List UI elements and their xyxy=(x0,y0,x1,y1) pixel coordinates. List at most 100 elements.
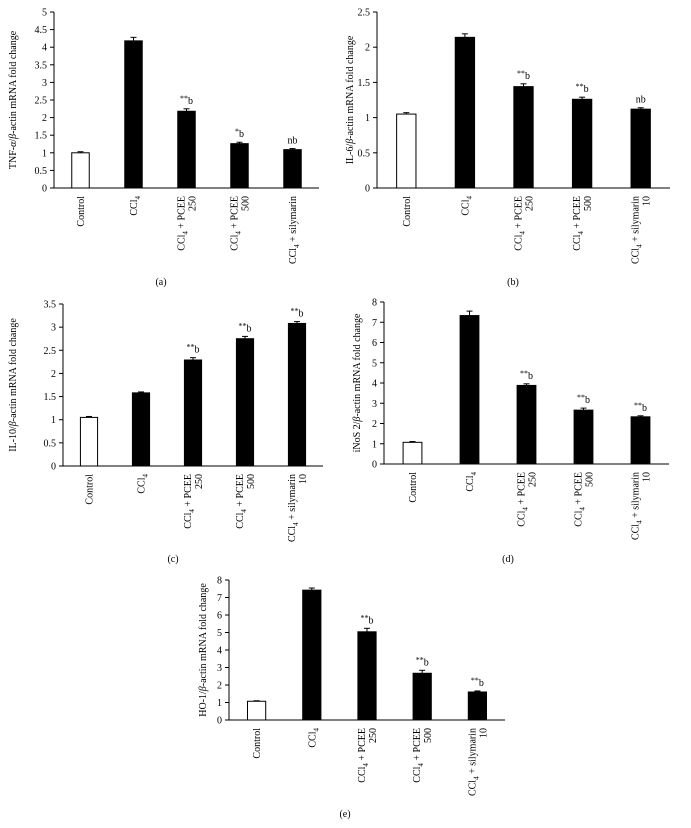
y-axis-title-part: -actin mRNA fold change xyxy=(8,30,19,134)
y-tick-label: 2 xyxy=(217,681,222,692)
x-tick-label-subscript: 4 xyxy=(522,507,530,511)
y-axis-title-part: iNoS 2/ xyxy=(352,421,363,452)
significance-stars: ** xyxy=(577,393,585,402)
significance-label: nb xyxy=(288,136,298,147)
x-tick-label-text: 500 xyxy=(423,728,434,743)
significance-letter: b xyxy=(195,345,200,356)
y-tick-label: 0 xyxy=(372,460,377,471)
significance-letter: b xyxy=(424,657,429,668)
x-tick-label-subscript: 4 xyxy=(417,763,425,767)
significance-label: **b xyxy=(577,393,590,406)
y-axis-title: HO-1/β-actin mRNA fold change xyxy=(198,583,209,717)
y-tick-label: 2 xyxy=(365,43,370,54)
x-tick-label-text: 500 xyxy=(246,474,257,489)
y-tick-label: 7 xyxy=(372,318,377,329)
y-axis-title-part: β xyxy=(8,134,19,140)
y-axis-title: IL-10/β-actin mRNA fold change xyxy=(8,318,19,452)
y-tick-label: 0 xyxy=(217,716,222,727)
x-tick-label-text: CCl xyxy=(460,199,471,215)
x-tick-label: CCl4 + silymarin xyxy=(631,472,644,540)
y-tick-label: 3.5 xyxy=(35,60,48,71)
y-tick-label: 1 xyxy=(217,698,222,709)
significance-letter: b xyxy=(528,371,533,382)
y-tick-label: 2 xyxy=(42,113,47,124)
x-tick-label-text: 10 xyxy=(478,728,489,738)
x-tick-label: 10 xyxy=(298,474,309,484)
y-tick-label: 0 xyxy=(365,184,370,195)
y-tick-label: 5 xyxy=(42,8,47,19)
significance-stars: ** xyxy=(634,401,642,410)
significance-stars: ** xyxy=(517,69,525,78)
x-tick-label-text: + PCEE xyxy=(517,472,528,507)
x-tick-label: CCl4 xyxy=(129,196,142,216)
y-tick-label: 1 xyxy=(365,113,370,124)
x-tick-label-text: Control xyxy=(408,472,419,503)
y-axis-title-part: / xyxy=(8,139,19,142)
x-tick-label-text: CCl xyxy=(357,766,368,782)
bar xyxy=(131,392,151,467)
significance-label: **b xyxy=(187,343,200,356)
significance-stars: ** xyxy=(520,369,528,378)
x-tick-label: 250 xyxy=(528,472,539,487)
bar xyxy=(454,36,476,189)
x-tick-label-text: + PCEE xyxy=(572,196,583,231)
significance-letter: b xyxy=(247,323,252,334)
y-axis-title-part: -actin mRNA fold change xyxy=(345,35,356,139)
x-tick-label-text: CCl xyxy=(412,766,423,782)
panel-b: 0 0.5 1 1.5 2 2.5 IL-6/β-actin mRNA fold chang… xyxy=(345,8,670,288)
x-tick-label-text: + PCEE xyxy=(574,472,585,507)
x-tick-label-text: + PCEE xyxy=(235,474,246,509)
x-tick-label-text: Control xyxy=(252,728,263,759)
y-axis-title-part: -actin mRNA fold change xyxy=(198,583,209,687)
y-tick-label: 2.5 xyxy=(44,346,57,357)
x-tick-label-text: CCl xyxy=(517,510,528,526)
significance-label: **b xyxy=(416,655,429,668)
x-tick-label: CCl4 + PCEE xyxy=(514,196,527,251)
x-tick-label-text: CCl xyxy=(137,477,148,493)
x-tick-label: CCl4 xyxy=(137,474,150,494)
y-tick-label: 4 xyxy=(217,646,222,657)
bar xyxy=(573,409,594,465)
y-tick-label: 0 xyxy=(51,462,56,473)
panel-a: 0 0.5 1 1.5 2 2.5 3 3.5 4 4.5 5 TNF-α/β-actin mRNA … xyxy=(8,8,319,288)
x-tick-label-text: Control xyxy=(402,196,413,227)
x-tick-label-text: + silymarin xyxy=(287,474,298,522)
bar xyxy=(630,416,651,465)
significance-stars: ** xyxy=(291,307,299,316)
x-tick-label-text: + silymarin xyxy=(467,728,478,776)
x-tick-label-text: 10 xyxy=(298,474,309,484)
bar xyxy=(630,108,651,189)
significance-letter: nb xyxy=(636,95,646,106)
y-axis-title-part: HO-1/ xyxy=(198,691,209,717)
y-tick-label: 1.5 xyxy=(35,131,48,142)
x-tick-label-text: 500 xyxy=(585,472,596,487)
bar xyxy=(183,359,203,467)
y-tick-label: 1.5 xyxy=(44,392,57,403)
y-tick-label: 3 xyxy=(372,399,377,410)
x-tick-label: 250 xyxy=(188,196,199,211)
x-tick-label-text: + PCEE xyxy=(177,196,188,231)
bar xyxy=(571,98,593,189)
x-tick-label-text: + silymarin xyxy=(631,472,642,520)
x-tick-label: 10 xyxy=(642,472,653,482)
y-tick-label: 6 xyxy=(372,338,377,349)
y-axis-title-part: TNF- xyxy=(8,147,19,169)
x-tick-label-text: Control xyxy=(85,474,96,505)
significance-letter: b xyxy=(585,395,590,406)
x-tick-label-text: CCl xyxy=(287,526,298,542)
y-tick-label: 2.5 xyxy=(358,8,371,19)
y-axis-title-part: -actin mRNA fold change xyxy=(8,318,19,422)
y-tick-label: 3 xyxy=(217,663,222,674)
x-tick-label-subscript: 4 xyxy=(362,763,370,767)
x-tick-label-subscript: 4 xyxy=(579,507,587,511)
y-axis-title-part: β xyxy=(198,686,209,692)
bar xyxy=(467,691,488,721)
significance-label: **b xyxy=(517,69,530,82)
x-tick-label-subscript: 4 xyxy=(577,231,585,235)
x-tick-label: CCl4 + silymarin xyxy=(288,196,301,264)
significance-label: **b xyxy=(471,676,484,689)
x-tick-label-text: CCl xyxy=(514,234,525,250)
bar xyxy=(287,322,307,467)
x-tick-label-text: CCl xyxy=(177,234,188,250)
y-tick-label: 0.5 xyxy=(358,148,371,159)
